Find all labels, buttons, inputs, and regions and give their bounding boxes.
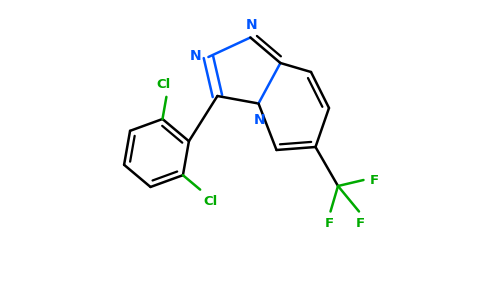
Text: N: N: [189, 50, 201, 63]
Text: N: N: [254, 112, 266, 127]
Text: F: F: [370, 173, 379, 187]
Text: N: N: [246, 18, 257, 32]
Text: Cl: Cl: [203, 195, 217, 208]
Text: Cl: Cl: [156, 78, 170, 91]
Text: F: F: [324, 217, 333, 230]
Text: F: F: [356, 217, 365, 230]
